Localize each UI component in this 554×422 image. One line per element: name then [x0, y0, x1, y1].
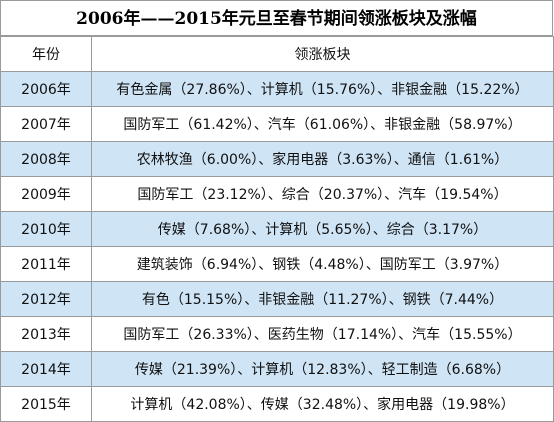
row-sectors: 国防军工（26.33%）、医药生物（17.14%）、汽车（15.55%） — [91, 316, 554, 352]
row-sectors: 传媒（7.68%）、计算机（5.65%）、综合（3.17%） — [91, 211, 554, 247]
row-year: 2007年 — [0, 106, 92, 142]
row-year: 2009年 — [0, 176, 92, 212]
row-sectors: 计算机（42.08%）、传媒（32.48%）、家用电器（19.98%） — [91, 386, 554, 422]
table-row: 2014年 传媒（21.39%）、计算机（12.83%）、轻工制造（6.68%） — [0, 351, 554, 387]
row-sectors: 有色（15.15%）、非银金融（11.27%）、钢铁（7.44%） — [91, 281, 554, 317]
table-title: 2006年——2015年元旦至春节期间领涨板块及涨幅 — [0, 0, 553, 36]
row-sectors: 传媒（21.39%）、计算机（12.83%）、轻工制造（6.68%） — [91, 351, 554, 387]
row-year: 2015年 — [0, 386, 92, 422]
header-row: 年份 领涨板块 — [0, 36, 554, 72]
table-row: 2007年 国防军工（61.42%）、汽车（61.06%）、非银金融（58.97… — [0, 106, 554, 142]
header-year: 年份 — [0, 36, 92, 72]
row-year: 2014年 — [0, 351, 92, 387]
row-sectors: 国防军工（23.12%）、综合（20.37%）、汽车（19.54%） — [91, 176, 554, 212]
row-sectors: 农林牧渔（6.00%）、家用电器（3.63%）、通信（1.61%） — [91, 141, 554, 177]
table-row: 2011年 建筑装饰（6.94%）、钢铁（4.48%）、国防军工（3.97%） — [0, 246, 554, 282]
row-year: 2006年 — [0, 71, 92, 107]
table-row: 2012年 有色（15.15%）、非银金融（11.27%）、钢铁（7.44%） — [0, 281, 554, 317]
table-row: 2013年 国防军工（26.33%）、医药生物（17.14%）、汽车（15.55… — [0, 316, 554, 352]
table-row: 2010年 传媒（7.68%）、计算机（5.65%）、综合（3.17%） — [0, 211, 554, 247]
table-row: 2006年 有色金属（27.86%）、计算机（15.76%）、非银金融（15.2… — [0, 71, 554, 107]
table-row: 2009年 国防军工（23.12%）、综合（20.37%）、汽车（19.54%） — [0, 176, 554, 212]
row-year: 2008年 — [0, 141, 92, 177]
row-sectors: 国防军工（61.42%）、汽车（61.06%）、非银金融（58.97%） — [91, 106, 554, 142]
row-year: 2010年 — [0, 211, 92, 247]
table-row: 2008年 农林牧渔（6.00%）、家用电器（3.63%）、通信（1.61%） — [0, 141, 554, 177]
header-sectors: 领涨板块 — [91, 36, 554, 72]
row-year: 2012年 — [0, 281, 92, 317]
data-table: 年份 领涨板块 2006年 有色金属（27.86%）、计算机（15.76%）、非… — [0, 36, 554, 422]
row-year: 2011年 — [0, 246, 92, 282]
table-row: 2015年 计算机（42.08%）、传媒（32.48%）、家用电器（19.98%… — [0, 386, 554, 422]
row-year: 2013年 — [0, 316, 92, 352]
row-sectors: 有色金属（27.86%）、计算机（15.76%）、非银金融（15.22%） — [91, 71, 554, 107]
row-sectors: 建筑装饰（6.94%）、钢铁（4.48%）、国防军工（3.97%） — [91, 246, 554, 282]
